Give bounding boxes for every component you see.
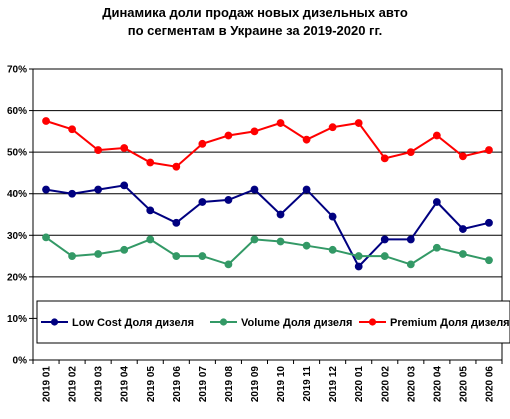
data-point bbox=[485, 146, 493, 154]
x-tick-label: 2019 02 bbox=[68, 366, 79, 403]
legend-marker bbox=[219, 318, 228, 326]
data-point bbox=[94, 146, 103, 154]
x-tick-label: 2019 09 bbox=[250, 366, 261, 403]
data-point bbox=[68, 252, 76, 260]
data-point bbox=[432, 198, 441, 206]
data-point bbox=[42, 233, 50, 242]
legend-label: Low Cost Доля дизеля bbox=[72, 317, 194, 329]
data-point bbox=[172, 218, 181, 227]
data-point bbox=[406, 148, 415, 157]
data-point bbox=[146, 206, 155, 215]
data-point bbox=[354, 119, 363, 127]
chart-title: Динамика доли продаж новых дизельных авт… bbox=[102, 5, 408, 20]
data-point bbox=[485, 256, 493, 265]
data-point bbox=[42, 117, 50, 125]
data-point bbox=[120, 245, 129, 254]
data-point bbox=[68, 189, 76, 198]
gridlines bbox=[33, 110, 502, 319]
data-point bbox=[380, 235, 389, 244]
data-point bbox=[459, 225, 467, 233]
x-tick-label: 2019 05 bbox=[146, 366, 157, 403]
data-point bbox=[276, 237, 285, 246]
y-tick-label: 30% bbox=[7, 231, 27, 242]
x-tick-label: 2019 04 bbox=[120, 366, 131, 403]
y-tick-label: 10% bbox=[7, 314, 27, 325]
data-point bbox=[459, 250, 467, 258]
y-tick-label: 0% bbox=[13, 356, 28, 367]
data-point bbox=[302, 241, 311, 250]
data-point bbox=[328, 123, 337, 132]
data-point bbox=[198, 198, 207, 206]
legend-marker bbox=[368, 318, 377, 326]
y-axis-ticks: 0% 10% 20% 30% 40% 50% 60% 70% bbox=[7, 65, 33, 367]
data-point bbox=[485, 218, 493, 227]
x-tick-label: 2019 03 bbox=[94, 366, 105, 403]
data-point bbox=[250, 185, 259, 194]
data-point bbox=[459, 152, 467, 161]
legend-label: Premium Доля дизеля bbox=[390, 317, 510, 329]
data-point bbox=[198, 252, 207, 260]
data-point bbox=[172, 162, 181, 171]
data-point bbox=[354, 252, 363, 260]
series-line bbox=[45, 236, 490, 266]
data-point bbox=[68, 125, 76, 134]
x-tick-label: 2019 08 bbox=[224, 366, 235, 403]
data-point bbox=[380, 154, 389, 163]
data-point bbox=[380, 252, 389, 260]
x-tick-label: 2019 11 bbox=[302, 366, 313, 402]
data-point bbox=[406, 260, 415, 269]
data-point bbox=[276, 210, 285, 219]
x-tick-label: 2020 03 bbox=[406, 366, 417, 403]
x-tick-label: 2019 10 bbox=[276, 366, 287, 403]
x-tick-label: 2019 12 bbox=[328, 366, 339, 403]
series-lines bbox=[42, 117, 493, 271]
data-point bbox=[146, 158, 155, 167]
data-point bbox=[146, 235, 155, 244]
series-line bbox=[45, 120, 490, 168]
chart-subtitle: по сегментам в Украине за 2019-2020 гг. bbox=[128, 23, 382, 38]
data-point bbox=[120, 181, 129, 190]
data-point bbox=[42, 185, 50, 194]
y-tick-label: 60% bbox=[7, 106, 27, 117]
x-tick-label: 2020 02 bbox=[380, 366, 391, 403]
data-point bbox=[224, 131, 233, 140]
x-tick-label: 2020 01 bbox=[354, 366, 365, 403]
data-point bbox=[406, 235, 415, 244]
y-tick-label: 20% bbox=[7, 272, 27, 283]
series-line bbox=[45, 184, 490, 269]
data-point bbox=[94, 250, 103, 258]
legend: Low Cost Доля дизеля Volume Доля дизеля Pr… bbox=[36, 300, 510, 344]
x-tick-label: 2019 01 bbox=[42, 366, 53, 403]
legend-marker bbox=[50, 318, 59, 326]
data-point bbox=[224, 260, 233, 269]
data-point bbox=[432, 243, 441, 252]
data-point bbox=[328, 212, 337, 221]
y-tick-label: 70% bbox=[7, 65, 27, 76]
data-point bbox=[250, 235, 259, 244]
x-tick-label: 2019 06 bbox=[172, 366, 183, 403]
data-point bbox=[224, 196, 233, 204]
x-tick-label: 2019 07 bbox=[198, 366, 209, 403]
data-point bbox=[120, 144, 129, 152]
data-point bbox=[94, 185, 103, 194]
legend-box bbox=[36, 300, 510, 344]
data-point bbox=[302, 185, 311, 194]
data-point bbox=[250, 127, 259, 136]
data-point bbox=[328, 245, 337, 254]
data-point bbox=[276, 119, 285, 127]
legend-label: Volume Доля дизеля bbox=[241, 317, 352, 329]
data-point bbox=[302, 135, 311, 144]
x-tick-label: 2020 04 bbox=[432, 366, 443, 403]
data-point bbox=[432, 131, 441, 140]
data-point bbox=[354, 262, 363, 271]
y-tick-label: 50% bbox=[7, 148, 27, 159]
y-tick-label: 40% bbox=[7, 189, 27, 200]
x-axis-ticks: 2019 01 2019 02 2019 03 2019 04 2019 05 2019 … bbox=[32, 360, 503, 403]
x-tick-label: 2020 06 bbox=[484, 366, 495, 403]
x-tick-label: 2020 05 bbox=[458, 366, 469, 403]
data-point bbox=[172, 252, 181, 260]
data-point bbox=[198, 139, 207, 148]
